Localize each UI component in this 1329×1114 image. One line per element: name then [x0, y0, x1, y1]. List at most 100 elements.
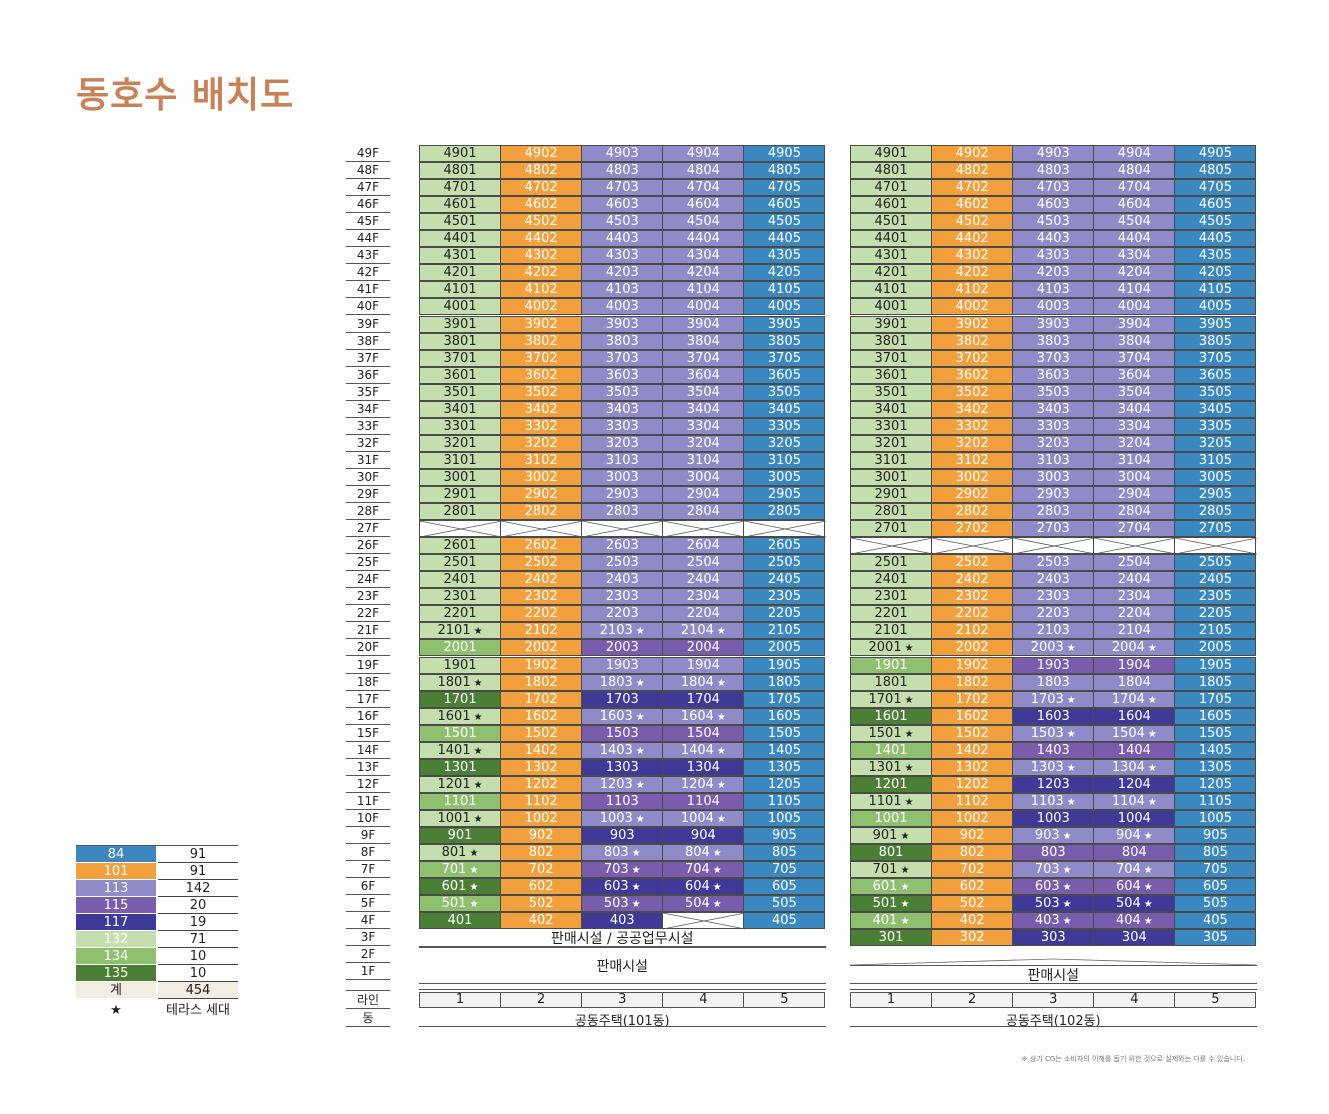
unit-number: 4003 — [1036, 299, 1070, 315]
terrace-star-icon: ★ — [635, 677, 645, 689]
unit-cell: 505 — [743, 895, 826, 913]
unit-cell: 3402 — [931, 400, 1014, 418]
unit-cell: 903 — [581, 827, 664, 844]
unit-cell: 1802 — [500, 673, 583, 691]
unit-number: 2401 — [874, 572, 908, 588]
unit-cell: 1105 — [743, 792, 826, 810]
unit-cell: 3601 — [850, 366, 933, 384]
unit-number: 4503 — [1036, 214, 1070, 230]
unit-cell: 1101 — [419, 792, 502, 810]
unit-number: 4004 — [686, 299, 720, 315]
unit-cell: 605 — [743, 878, 826, 896]
unit-cell: 602 — [931, 878, 1014, 896]
unit-cell: 3802 — [931, 332, 1014, 350]
unit-number: 2402 — [524, 572, 558, 588]
unit-number: 401 — [447, 913, 473, 929]
unit-cell: 4202 — [931, 264, 1014, 282]
unit-number: 3205 — [1198, 435, 1232, 451]
unit-cell: 2701 — [850, 520, 933, 538]
unit-number: 904 — [1115, 828, 1141, 843]
unit-cell: 2301 — [850, 588, 933, 606]
floor-label: 20F — [346, 639, 390, 657]
unit-number: 3905 — [1198, 316, 1232, 332]
unit-number: 3704 — [1117, 350, 1151, 366]
legend-type-swatch: 115 — [76, 897, 156, 914]
legend-count: 20 — [158, 897, 238, 914]
unit-number: 3602 — [524, 367, 558, 383]
legend-count: 142 — [158, 880, 238, 897]
unit-cell: 1101 ★ — [850, 792, 933, 810]
unit-number: 2901 — [874, 487, 908, 502]
unit-number: 3301 — [874, 418, 908, 434]
unit-cell: 904 — [662, 827, 745, 844]
unit-cell: 1205 — [1174, 775, 1257, 793]
unit-number: 1104 — [1111, 793, 1145, 809]
unit-cell: 3604 — [1093, 366, 1176, 384]
line-header: 라인 — [346, 992, 390, 1009]
unit-cell: 404 ★ — [1093, 912, 1176, 930]
unit-number: 3404 — [686, 401, 720, 417]
terrace-star-icon: ★ — [712, 865, 722, 877]
unit-cell: 3805 — [743, 332, 826, 350]
legend-type-swatch: 132 — [76, 931, 156, 948]
unit-number: 2203 — [605, 606, 639, 622]
floor-label: 18F — [346, 674, 390, 691]
unit-number: 4201 — [874, 265, 908, 281]
legend-type-swatch: 101 — [76, 863, 156, 880]
unit-cell: 4703 — [1012, 179, 1095, 197]
unit-number: 3905 — [767, 316, 801, 332]
unit-cell: 3101 — [850, 451, 933, 469]
unit-number: 2502 — [955, 555, 989, 571]
unit-cell: 3205 — [1174, 434, 1257, 452]
unit-cell: 1202 — [931, 775, 1014, 793]
unit-number: 3004 — [686, 469, 720, 485]
unit-cell: 1304 — [662, 758, 745, 776]
unit-cell: 3801 — [419, 332, 502, 350]
unit-cell: 4502 — [931, 213, 1014, 231]
unit-number: 1402 — [955, 742, 989, 758]
unit-cell: 4505 — [1174, 213, 1257, 231]
unit-number: 3501 — [443, 384, 477, 400]
unit-cell: 1102 — [500, 792, 583, 810]
terrace-star-icon: ★ — [900, 916, 910, 928]
unit-cell: 2703 — [1012, 520, 1095, 538]
unit-cell: 2901 — [850, 486, 933, 503]
unit-number: 1704 — [686, 691, 720, 707]
unit-cell: 4402 — [931, 230, 1014, 248]
unit-cell: 3401 — [850, 400, 933, 418]
unit-cell: 1504 ★ — [1093, 724, 1176, 742]
empty-cell — [500, 520, 584, 538]
unit-number: 4605 — [1198, 197, 1232, 213]
unit-cell: 3802 — [500, 332, 583, 350]
unit-cell: 4103 — [581, 281, 664, 299]
unit-cell: 2201 — [419, 605, 502, 623]
unit-number: 3605 — [1198, 367, 1232, 383]
unit-number: 4203 — [1036, 265, 1070, 281]
line-number: 3 — [581, 992, 664, 1008]
unit-cell: 1103 ★ — [1012, 792, 1095, 810]
unit-cell: 502 — [931, 895, 1014, 913]
unit-number: 1605 — [1198, 708, 1232, 724]
unit-cell: 4405 — [743, 230, 826, 248]
terrace-star-icon: ★ — [716, 677, 726, 689]
unit-number: 3901 — [874, 316, 908, 332]
floor-label: 16F — [346, 708, 390, 725]
unit-number: 4005 — [1198, 299, 1232, 315]
unit-number: 2101 — [437, 623, 471, 639]
unit-number: 3405 — [1198, 401, 1232, 417]
unit-number: 1303 — [1030, 759, 1064, 775]
unit-cell: 1401 — [850, 741, 933, 759]
unit-number: 3802 — [524, 333, 558, 349]
unit-cell: 2102 — [931, 622, 1014, 640]
unit-number: 3505 — [1198, 384, 1232, 400]
unit-number: 2404 — [1117, 572, 1151, 588]
unit-cell: 2903 — [581, 486, 664, 503]
unit-cell: 904 ★ — [1093, 827, 1176, 844]
unit-number: 4503 — [605, 214, 639, 230]
terrace-star-icon: ★ — [712, 848, 722, 860]
unit-cell: 4902 — [500, 145, 583, 162]
unit-number: 1102 — [524, 793, 558, 809]
unit-cell: 1703 ★ — [1012, 690, 1095, 708]
floor-label: 41F — [346, 281, 390, 299]
divider-line — [850, 965, 1257, 966]
